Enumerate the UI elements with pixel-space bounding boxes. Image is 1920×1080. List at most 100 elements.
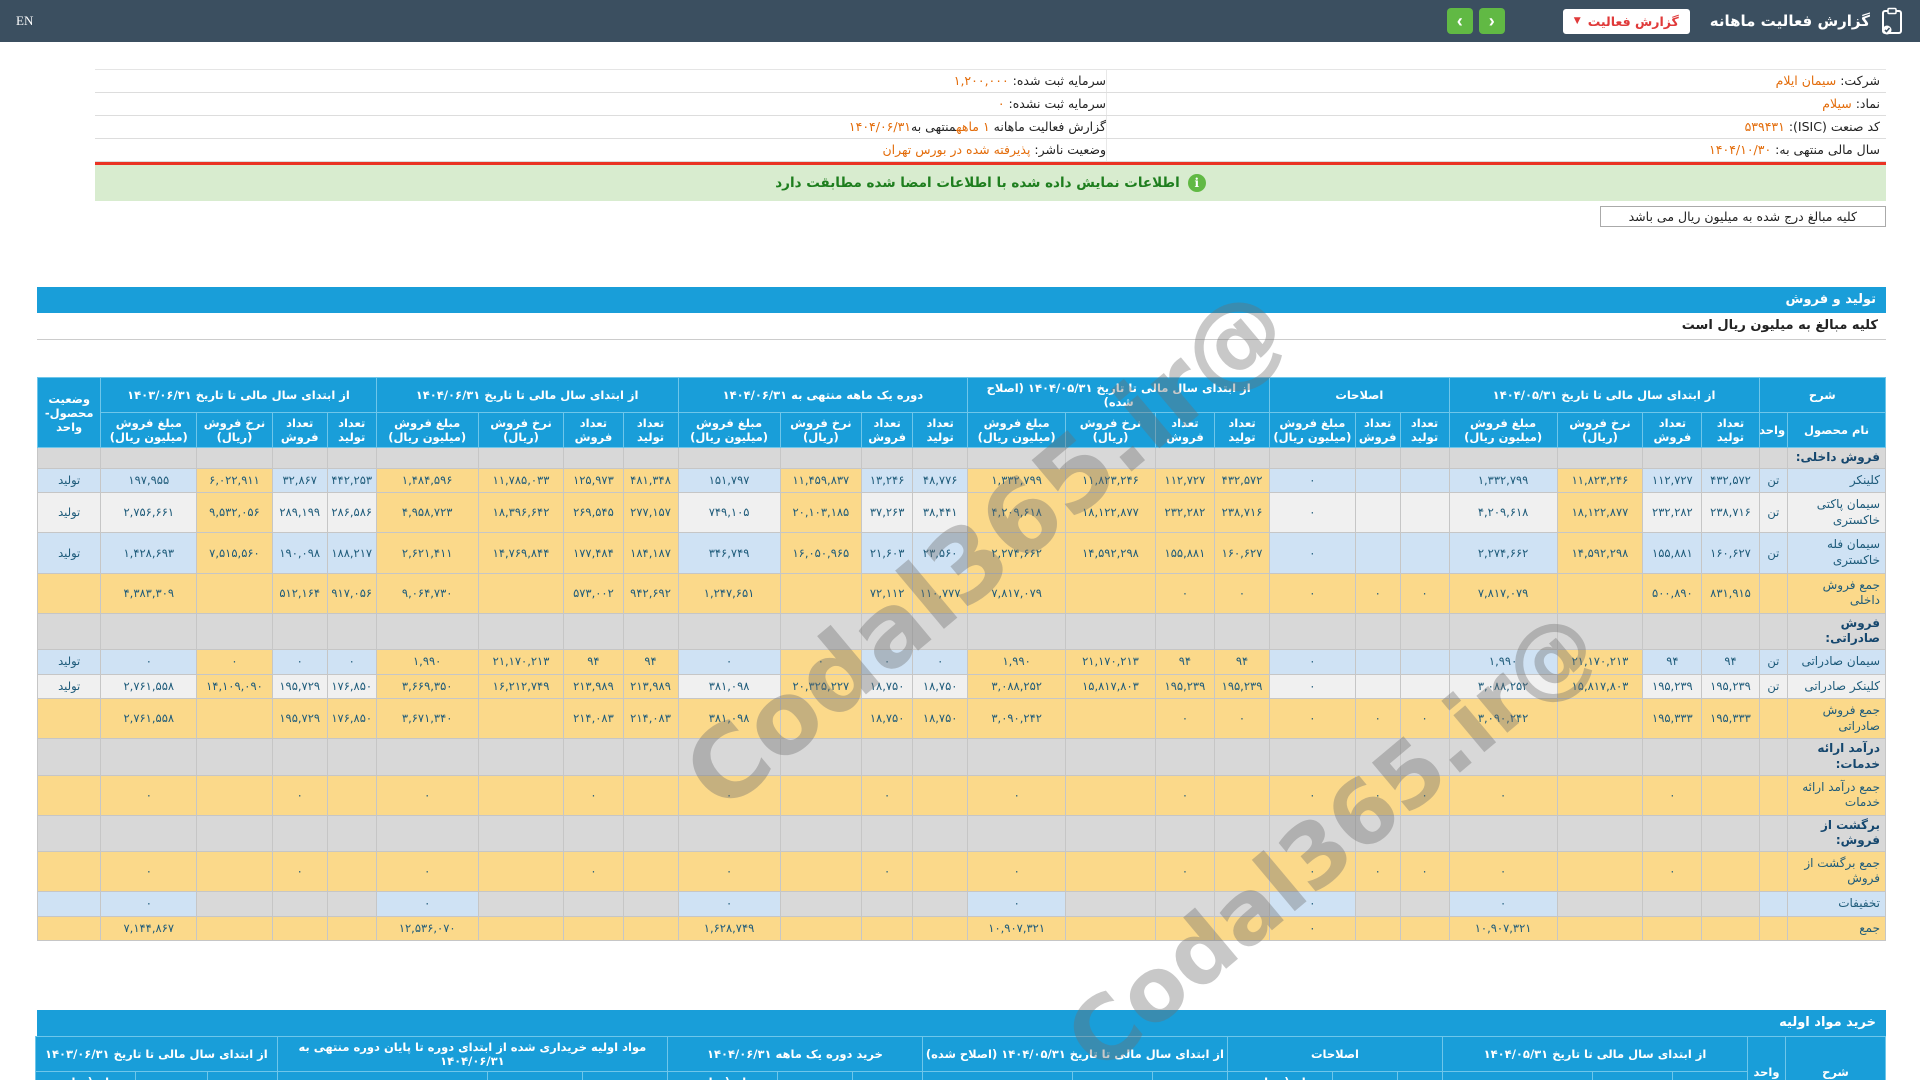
info-right-pair: شرکت: سیمان ایلام xyxy=(1106,70,1886,92)
previous-report-button[interactable]: ‹ xyxy=(1446,8,1473,34)
value-cell: ۱۷۶,۸۵۰ xyxy=(326,698,377,740)
value-cell: ۱۲,۵۳۶,۰۷۰ xyxy=(375,915,479,942)
value-cell: ۱,۳۳۲,۷۹۹ xyxy=(967,467,1067,494)
value-cell: ۱۸۴,۱۸۷ xyxy=(622,532,679,574)
next-report-button[interactable]: › xyxy=(1478,8,1505,34)
product-name-cell: جمع فروش داخلی xyxy=(1787,572,1886,614)
unit-cell xyxy=(1758,698,1789,740)
column-group-header: دوره یک ماهه منتهی به ۱۴۰۴/۰۶/۳۱ xyxy=(677,377,969,413)
empty-cell xyxy=(622,447,679,469)
empty-cell xyxy=(1354,814,1401,852)
empty-cell xyxy=(563,738,624,776)
value-cell: ۰ xyxy=(271,648,328,675)
report-type-button[interactable]: گزارش فعالیت ▼ xyxy=(1562,8,1690,34)
info-text: ۱۴۰۴/۰۶/۳۱ xyxy=(848,119,912,134)
value-cell: ۱۳,۲۴۶ xyxy=(861,467,914,494)
empty-cell xyxy=(622,612,679,650)
value-cell: ۹,۰۶۴,۷۳۰ xyxy=(375,572,479,614)
value-cell: ۲۳,۵۶۰ xyxy=(912,532,969,574)
empty-cell xyxy=(1213,447,1271,469)
value-cell: ۰ xyxy=(677,648,781,675)
value-cell: ۰ xyxy=(1269,673,1356,700)
table-row: جمع فروش داخلی ۸۳۱,۹۱۵ ۵۰۰,۸۹۰ ۷,۸۱۷,۰۷۹ ۰ ۰ ۰… xyxy=(36,572,1886,614)
section-label-cell: فروش صادراتی: xyxy=(1787,612,1886,650)
value-cell: ۱۸۸,۲۱۷ xyxy=(326,532,377,574)
value-cell: ۱۸,۷۵۰ xyxy=(912,698,969,740)
empty-cell xyxy=(1642,447,1703,469)
product-name-cell: جمع xyxy=(1787,915,1886,942)
empty-cell xyxy=(677,612,781,650)
empty-cell xyxy=(1758,447,1789,469)
value-cell: ۱۷۶,۸۵۰ xyxy=(326,673,377,700)
language-toggle[interactable]: EN xyxy=(16,13,34,28)
info-text: سیلام xyxy=(1822,96,1852,111)
value-cell xyxy=(1399,648,1450,675)
top-bar: گزارش فعالیت ماهانه گزارش فعالیت ▼ ‹ › E… xyxy=(0,0,1920,42)
value-cell: ۳,۰۸۸,۲۵۲ xyxy=(1448,673,1558,700)
value-cell: ۰ xyxy=(1269,467,1356,494)
table-row: درآمد ارائه خدمات: xyxy=(36,738,1886,776)
status-cell: تولید xyxy=(36,467,102,494)
value-cell: ۰ xyxy=(563,850,624,893)
empty-cell xyxy=(100,447,198,469)
value-cell: ۹۴ xyxy=(622,648,679,675)
product-name-cell: جمع فروش صادراتی xyxy=(1787,698,1886,740)
info-text: سیمان ایلام xyxy=(1775,73,1837,88)
value-cell: ۰ xyxy=(1642,850,1703,893)
empty-cell xyxy=(1556,738,1644,776)
value-cell: ۰ xyxy=(1448,774,1558,816)
empty-cell xyxy=(375,738,479,776)
product-name-cell: جمع برگشت از فروش xyxy=(1787,850,1886,893)
value-cell: ۹۴ xyxy=(563,648,624,675)
value-cell xyxy=(861,891,914,917)
info-text: شرکت: xyxy=(1836,73,1880,88)
value-cell xyxy=(1065,774,1156,816)
value-cell xyxy=(1213,774,1271,816)
column-header: مبلغ فروش (میلیون ریال) xyxy=(967,412,1067,448)
product-name-cell: سیمان صادراتی xyxy=(1787,648,1886,675)
empty-cell xyxy=(1154,738,1215,776)
value-cell: ۰ xyxy=(677,891,781,917)
value-cell: ۱۹۵,۲۳۹ xyxy=(1213,673,1271,700)
info-text: ۰ xyxy=(997,96,1005,111)
value-cell xyxy=(326,891,377,917)
column-group-header: اصلاحات xyxy=(1226,1036,1443,1073)
value-cell: ۱,۶۲۸,۷۴۹ xyxy=(677,915,781,942)
value-cell xyxy=(779,698,863,740)
product-name-cell: سیمان فله خاکستری xyxy=(1787,532,1886,574)
column-header: تعداد تولید xyxy=(622,412,679,448)
empty-cell xyxy=(1065,738,1156,776)
empty-cell xyxy=(36,447,102,469)
column-header: تعداد فروش xyxy=(563,412,624,448)
column-header: مقدار xyxy=(581,1071,668,1080)
value-cell xyxy=(563,891,624,917)
empty-cell xyxy=(677,814,781,852)
value-cell: ۱۹۵,۲۳۹ xyxy=(1154,673,1215,700)
empty-cell xyxy=(1399,447,1450,469)
value-cell: ۱۶۰,۶۲۷ xyxy=(1213,532,1271,574)
column-header: تعداد تولید xyxy=(912,412,969,448)
table-row: جمع برگشت از فروش ۰ ۰ ۰ ۰ ۰ ۰ ۰ ۰ ۰ ۰ ۰ ۰ ۰ xyxy=(36,850,1886,893)
empty-cell xyxy=(1758,738,1789,776)
value-cell: ۰ xyxy=(1448,850,1558,893)
table-row: جمع ۱۰,۹۰۷,۳۲۱ ۰ ۱۰,۹۰۷,۳۲۱ ۱,۶۲۸,۷۴۹ ۱۲,۵۳۶,… xyxy=(36,915,1886,942)
value-cell: ۲۸۶,۵۸۶ xyxy=(326,492,377,534)
value-cell: ۰ xyxy=(375,850,479,893)
value-cell xyxy=(1701,915,1760,942)
value-cell: ۰ xyxy=(779,648,863,675)
empty-cell xyxy=(271,612,328,650)
value-cell xyxy=(1354,467,1401,494)
value-cell: ۱۴,۷۶۹,۸۴۴ xyxy=(477,532,565,574)
info-right-pair: نماد: سیلام xyxy=(1106,93,1886,115)
value-cell: ۷,۸۱۷,۰۷۹ xyxy=(967,572,1067,614)
empty-cell xyxy=(196,447,273,469)
table-row: کلینکر تن ۴۳۲,۵۷۲ ۱۱۲,۷۲۷ ۱۱,۸۲۳,۲۴۶ ۱,۳۳۲,۷۹… xyxy=(36,467,1886,494)
empty-cell xyxy=(912,814,969,852)
empty-cell xyxy=(677,738,781,776)
value-cell: ۴,۹۵۸,۷۲۳ xyxy=(375,492,479,534)
company-info-section: شرکت: سیمان ایلام سرمایه ثبت شده: ۱,۲۰۰,۰… xyxy=(95,69,1886,227)
value-cell: ۱۹۵,۳۳۳ xyxy=(1701,698,1760,740)
value-cell: ۰ xyxy=(100,774,198,816)
empty-cell xyxy=(271,814,328,852)
empty-cell xyxy=(1556,612,1644,650)
